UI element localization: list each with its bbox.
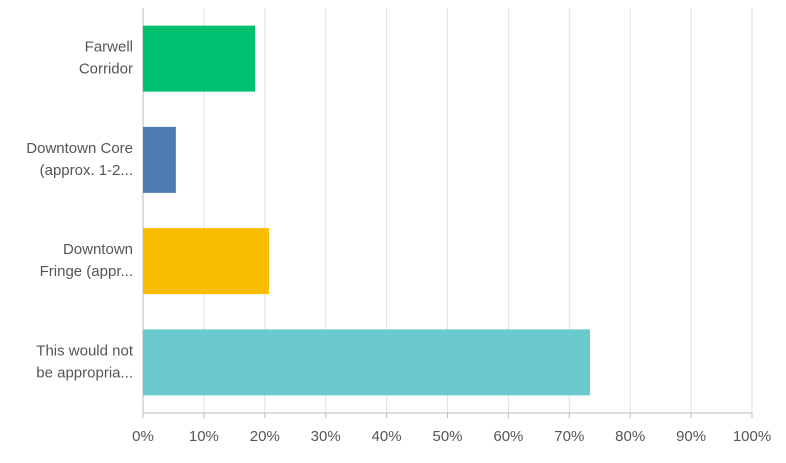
x-tick-label: 60%: [493, 428, 523, 445]
x-tick-label: 40%: [372, 428, 402, 445]
y-tick-label-line: Farwell: [85, 39, 133, 56]
y-tick-label-line: (approx. 1-2...: [40, 162, 133, 179]
y-tick-label: This would not be appropria...: [36, 342, 134, 381]
x-tick-label: 80%: [615, 428, 645, 445]
x-tick-label: 20%: [250, 428, 280, 445]
y-tick-label-line: be appropria...: [36, 364, 133, 381]
x-tick-label: 0%: [132, 428, 154, 445]
x-tick-label: 90%: [676, 428, 706, 445]
y-tick-label-line: This would not: [36, 342, 134, 359]
x-tick-label: 50%: [432, 428, 462, 445]
y-tick-label-line: Downtown Core: [26, 140, 133, 157]
x-tick-label: 30%: [311, 428, 341, 445]
y-tick-label-line: Downtown: [63, 241, 133, 258]
y-tick-label-line: Corridor: [79, 61, 133, 78]
bar: [143, 329, 591, 396]
bar: [143, 228, 270, 295]
bar: [143, 126, 176, 193]
bar: [143, 25, 256, 92]
x-tick-label: 100%: [733, 428, 771, 445]
x-tick-label: 10%: [189, 428, 219, 445]
y-tick-label: Farwell Corridor: [79, 39, 133, 78]
y-tick-label-line: Fringe (appr...: [40, 263, 133, 280]
y-tick-label: Downtown Fringe (appr...: [40, 241, 133, 280]
y-tick-label: Downtown Core (approx. 1-2...: [26, 140, 133, 179]
x-tick-label: 70%: [554, 428, 584, 445]
